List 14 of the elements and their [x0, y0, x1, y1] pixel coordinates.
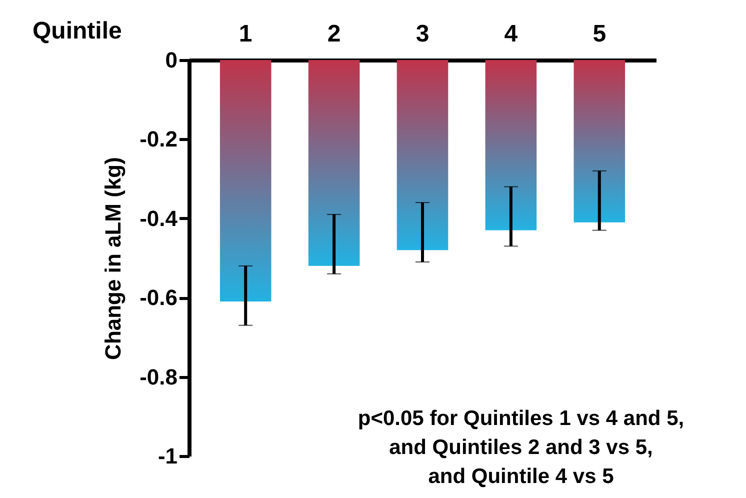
- x-tick-label: 1: [238, 20, 252, 48]
- y-tick-label: -0.6: [140, 285, 178, 310]
- y-tick-label: -0.2: [140, 126, 178, 152]
- x-tick-label: 4: [504, 20, 518, 48]
- x-tick-label: 3: [416, 20, 430, 48]
- y-axis-title: Change in aLM (kg): [100, 157, 126, 360]
- annotation: p<0.05 for Quintiles 1 vs 4 and 5, and Quintiles 2 and 3 vs 5, and Quintile 4 vs 5: [358, 407, 684, 488]
- x-tick-label: 2: [327, 20, 341, 48]
- y-tick-label: 0: [165, 48, 178, 72]
- y-tick-label: -0.8: [140, 364, 178, 390]
- x-axis-title: Quintile: [32, 18, 122, 44]
- y-tick-label: -0.4: [140, 206, 178, 231]
- y-tick-label: -1: [158, 444, 178, 468]
- x-tick-label: 5: [592, 20, 606, 48]
